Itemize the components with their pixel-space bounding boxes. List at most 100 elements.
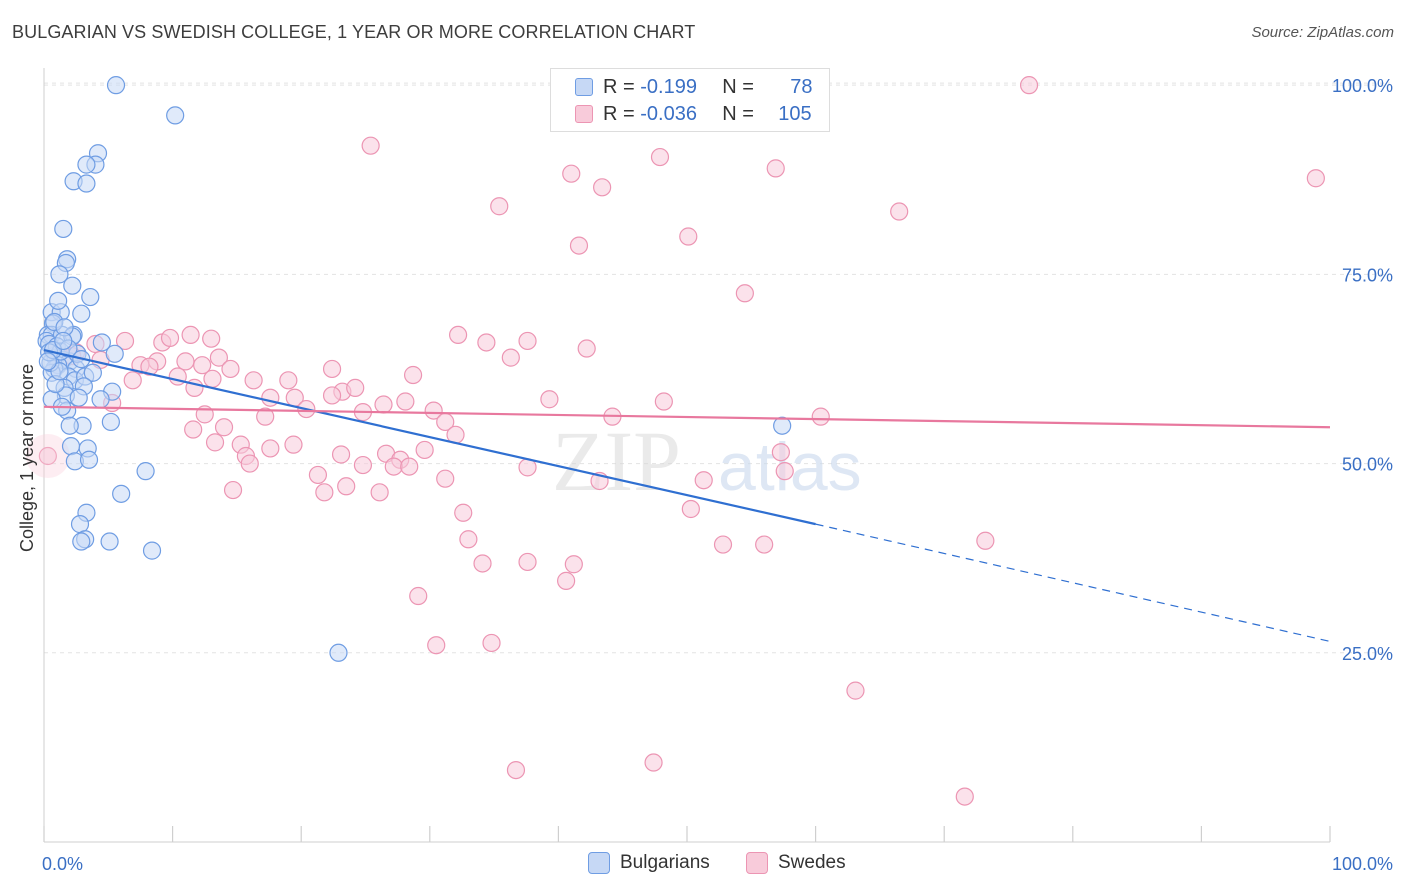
swedes-point <box>140 357 159 376</box>
bulgarians-point <box>69 388 88 407</box>
swedes-point <box>284 435 303 454</box>
swedes-point <box>501 348 520 367</box>
swedes-point <box>424 401 443 420</box>
swedes-point <box>490 197 509 216</box>
legend-swatch-bulgarians <box>575 78 593 96</box>
swedes-point <box>346 378 365 397</box>
swedes-trend-line <box>43 405 1331 429</box>
swedes-point <box>473 554 492 573</box>
swedes-point <box>374 395 393 414</box>
bulgarians-point <box>112 484 131 503</box>
trend-lines <box>43 348 1331 643</box>
swedes-point <box>846 681 865 700</box>
legend-r-label: R = <box>603 102 635 125</box>
legend-r-value-swedes: -0.036 <box>640 102 697 125</box>
bulgarians-point <box>72 532 91 551</box>
bulgarians-point <box>72 304 91 323</box>
series-swatch-bulgarians <box>588 852 610 874</box>
bulgarians-point <box>773 416 792 435</box>
legend-r-value-bulgarians: -0.199 <box>640 75 697 98</box>
bulgarians-point <box>49 291 68 310</box>
bulgarians-points <box>37 76 792 662</box>
swedes-point <box>448 325 468 345</box>
legend-n-label: N = <box>722 75 754 98</box>
swedes-point <box>735 284 754 303</box>
swedes-point <box>976 531 995 550</box>
series-legend-bulgarians[interactable]: Bulgarians <box>588 852 710 874</box>
swedes-point <box>679 227 698 246</box>
x-tick-label-right: 100.0% <box>1332 854 1393 874</box>
swedes-point <box>240 454 259 473</box>
source-label: Source: ZipAtlas.com <box>1251 24 1394 41</box>
bulgarians-point <box>54 219 73 239</box>
swedes-point <box>353 455 373 475</box>
legend-r-label: R = <box>603 75 635 98</box>
swedes-point <box>176 352 195 371</box>
swedes-point <box>38 446 57 466</box>
swedes-point <box>400 457 419 476</box>
swedes-point <box>506 760 526 780</box>
bulgarians-point <box>136 462 155 481</box>
bulgarians-point <box>70 515 90 534</box>
bulgarians-point <box>38 352 57 371</box>
swedes-point <box>308 465 328 485</box>
x-tick-label-left: 0.0% <box>42 854 83 874</box>
swedes-point <box>221 359 240 379</box>
swedes-point <box>315 483 334 502</box>
swedes-point <box>209 348 228 367</box>
swedes-point <box>593 178 612 197</box>
bulgarians-trend-extension <box>815 523 1331 643</box>
swedes-point <box>279 371 298 390</box>
swedes-point <box>115 331 135 351</box>
swedes-point <box>681 499 700 519</box>
legend-n-value-bulgarians: 78 <box>790 75 813 98</box>
swedes-point <box>181 325 200 345</box>
swedes-points <box>25 76 1325 806</box>
swedes-point <box>562 164 581 183</box>
swedes-point <box>564 555 583 574</box>
swedes-point <box>184 420 203 439</box>
gridlines <box>44 82 1390 654</box>
swedes-point <box>384 457 403 476</box>
swedes-point <box>569 236 589 255</box>
swedes-point <box>205 433 225 452</box>
swedes-point <box>482 633 501 653</box>
bulgarians-point <box>142 541 162 560</box>
swedes-point <box>261 388 280 407</box>
bulgarians-point <box>81 287 100 307</box>
swedes-point <box>396 392 415 411</box>
series-swatch-swedes <box>746 852 768 874</box>
bulgarians-point <box>60 416 79 435</box>
y-tick-label: 25.0% <box>1342 644 1393 664</box>
swedes-point <box>713 535 733 554</box>
bulgarians-point <box>83 363 102 382</box>
swedes-point <box>890 202 909 221</box>
swedes-point <box>1019 76 1039 95</box>
swedes-point <box>415 440 434 460</box>
swedes-point <box>427 636 446 655</box>
y-axis-label: College, 1 year or more <box>17 364 37 552</box>
swedes-point <box>160 328 180 348</box>
swedes-point <box>193 356 212 375</box>
swedes-point <box>1306 169 1325 188</box>
swedes-point <box>518 552 537 572</box>
legend-n-value-swedes: 105 <box>778 102 812 125</box>
bulgarians-point <box>50 362 69 381</box>
y-tick-label: 50.0% <box>1342 455 1393 475</box>
swedes-point <box>650 147 670 167</box>
series-label-swedes: Swedes <box>778 852 846 873</box>
bulgarians-point <box>77 155 96 174</box>
swedes-point <box>694 471 713 490</box>
series-legend-swedes[interactable]: Swedes <box>746 852 846 874</box>
series-label-bulgarians: Bulgarians <box>620 852 710 873</box>
swedes-point <box>459 530 478 549</box>
swedes-point <box>331 445 351 464</box>
bulgarians-point <box>50 265 69 284</box>
swedes-point <box>123 371 142 390</box>
bulgarians-point <box>91 390 110 409</box>
swedes-point <box>361 136 380 155</box>
swedes-point <box>557 571 576 590</box>
swedes-point <box>766 159 785 178</box>
swedes-point <box>654 392 673 411</box>
